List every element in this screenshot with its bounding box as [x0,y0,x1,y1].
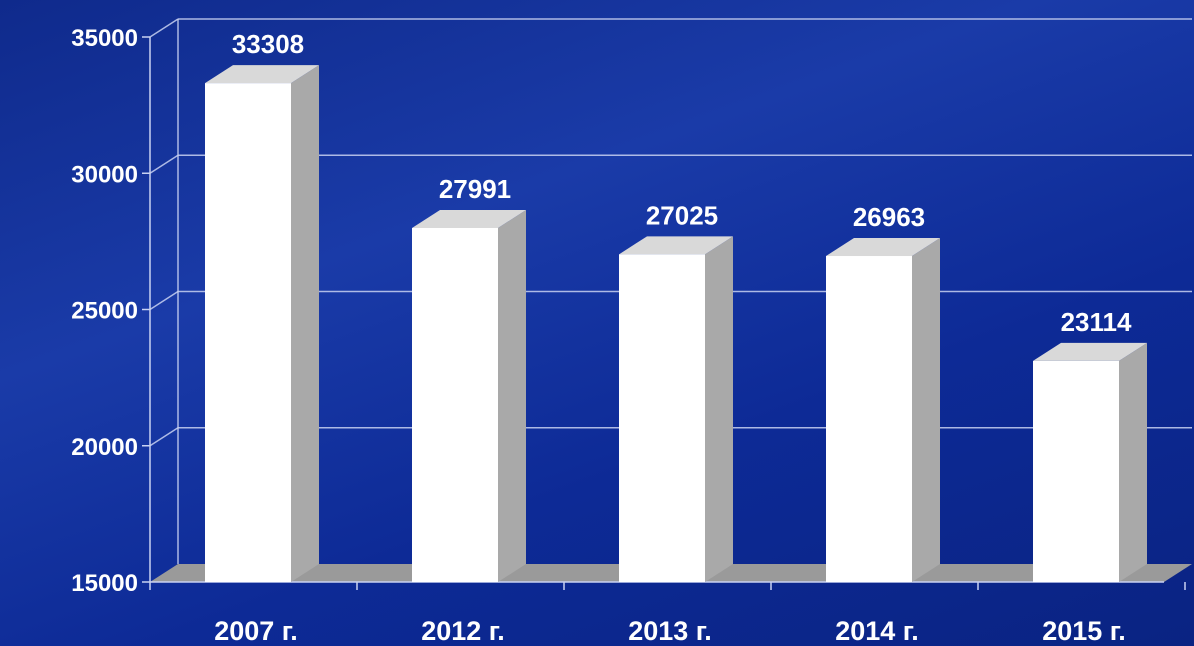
y-tick-label: 20000 [71,434,138,461]
bar [205,83,291,583]
data-label: 23114 [1061,307,1132,337]
bar-top [205,65,319,84]
bar-top [826,238,940,257]
bar-side [705,236,733,582]
y-tick-label: 30000 [71,161,138,188]
bar [412,227,498,583]
bar-top [1033,342,1147,361]
data-label: 27025 [646,200,718,230]
bar [619,254,705,582]
gridline-connector [149,427,179,447]
data-label: 27991 [439,174,511,204]
y-tick-label: 15000 [71,570,138,597]
y-axis: 15000 20000 25000 30000 35000 [71,25,1186,597]
x-tick-label: 2007 г. [214,616,298,646]
bar-side [912,238,940,583]
data-label: 33308 [232,29,304,59]
bar-top [412,209,526,228]
bar-side [1119,342,1147,582]
data-label: 26963 [853,202,925,232]
bar-side [498,209,526,583]
bars-layer [205,65,1147,583]
bar-top [619,236,733,255]
y-tick-label: 25000 [71,298,138,325]
gridline-connector [149,290,179,311]
bar [826,256,912,582]
x-tick-label: 2013 г. [628,616,712,646]
bar [1033,360,1119,582]
gridline-connector [149,18,179,38]
x-tick-label: 2015 г. [1042,616,1126,646]
x-tick-label: 2012 г. [421,616,505,646]
gridline-connector [149,154,179,174]
labels-layer: 33308 2007 г. 27991 2012 г. 27025 2013 г. 2696… [214,29,1132,646]
bar-side [291,65,319,583]
x-tick-label: 2014 г. [835,616,919,646]
y-tick-label: 35000 [71,25,138,52]
